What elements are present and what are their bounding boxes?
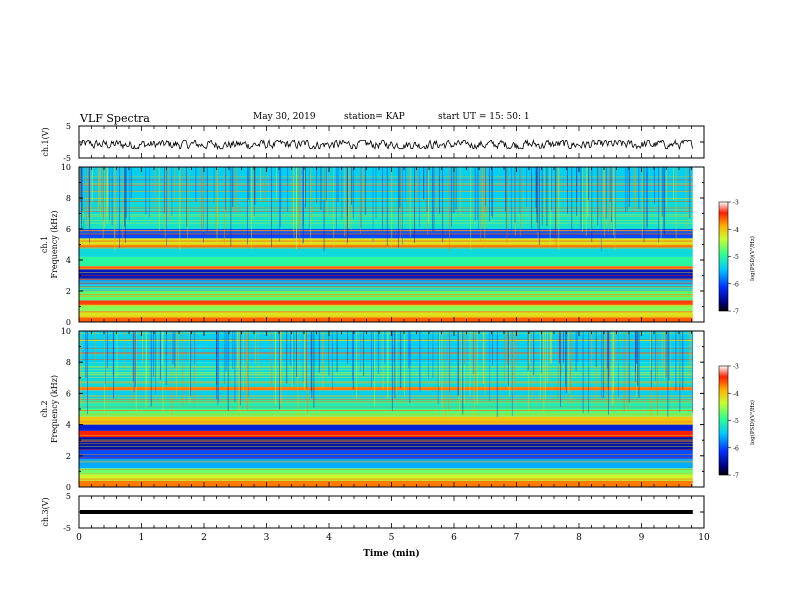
y-tick-label: 4 (66, 421, 71, 430)
x-tick-label: 1 (139, 533, 145, 543)
spectral-band (79, 229, 693, 239)
colorbar-scale (718, 365, 729, 476)
spectral-band (79, 198, 693, 214)
spectral-band (79, 304, 693, 312)
colorbar-tick-label: -3 (733, 364, 739, 371)
spectral-band (79, 278, 693, 285)
spectral-band (79, 430, 693, 438)
date-label: May 30, 2019 (253, 112, 316, 122)
station-label: station= KAP (344, 112, 405, 122)
spectral-band (79, 474, 693, 481)
spectral-band (79, 449, 693, 459)
colorbar-tick-label: -5 (733, 418, 739, 425)
channel-label: ch.1 (40, 236, 49, 253)
y-tick-label: 0 (66, 483, 71, 492)
spectral-band (79, 399, 693, 409)
ch2-spectrogram-panel: 0 2 4 6 8 10 ch.2 Frequency (kHz) (40, 327, 705, 492)
ch3-waveform-panel: 0 1 2 3 4 5 6 7 8 9 10 5 -5 ch.3(V) Time (min) (41, 492, 710, 559)
spectral-band (79, 458, 693, 469)
x-tick-label: 3 (264, 533, 270, 543)
colorbar-tick-label: -4 (733, 227, 739, 234)
y-tick-label: 8 (66, 358, 71, 367)
spectral-band (79, 300, 693, 305)
x-tick-label: 0 (76, 533, 82, 543)
spectral-band (79, 247, 693, 257)
colorbar-tick-label: -6 (733, 281, 739, 288)
ch1-trace (79, 138, 694, 151)
frequency-ylabel: Frequency (kHz) (50, 375, 59, 443)
y-tick-label: 5 (66, 122, 71, 131)
x-tick-label: 7 (514, 533, 520, 543)
y-tick-label: 10 (61, 163, 71, 172)
spectral-band (79, 266, 693, 270)
channel-label: ch.2 (40, 400, 49, 417)
spectral-band (79, 409, 693, 417)
y-tick-label: 2 (66, 287, 71, 296)
spectral-band (79, 256, 693, 267)
colorbar-tick-label: -6 (733, 445, 739, 452)
ch1-ylabel: ch.1(V) (41, 127, 50, 156)
spectral-band (79, 416, 693, 425)
spectral-band (79, 213, 693, 229)
figure-title: VLF Spectra (80, 112, 150, 125)
start-time-label: start UT = 15: 50: 1 (438, 112, 530, 122)
spectral-band (79, 437, 693, 450)
spectral-band (79, 468, 693, 475)
colorbar-tick-label: -4 (733, 391, 739, 398)
y-tick-label: 2 (66, 452, 71, 461)
colorbar-tick-label: -7 (733, 473, 739, 480)
ch1-colorbar: -3 -4 -5 -6 -7 log(PSD)(V²/Hz) (718, 200, 756, 316)
x-tick-label: 6 (451, 533, 457, 543)
x-axis-label: Time (min) (363, 548, 420, 559)
ch1-waveform-panel: 5 -5 ch.1(V) (41, 122, 705, 163)
ch2-colorbar: -3 -4 -5 -6 -7 log(PSD)(V²/Hz) (718, 364, 756, 480)
spectral-band (79, 346, 693, 363)
x-tick-label: 5 (389, 533, 395, 543)
ch3-ylabel: ch.3(V) (41, 497, 50, 526)
y-tick-label: 6 (66, 225, 71, 234)
x-tick-label: 2 (201, 533, 207, 543)
colorbar-tick-label: -5 (733, 254, 739, 261)
y-tick-label: 4 (66, 256, 71, 265)
ch1-spectrogram-panel: 0 2 4 6 8 10 ch.1 Frequency (kHz) (40, 163, 705, 327)
spectral-band (79, 387, 693, 391)
x-tick-label: 8 (576, 533, 582, 543)
colorbar-tick-label: -3 (733, 200, 739, 207)
x-tick-label: 4 (326, 533, 332, 543)
spectral-band (79, 269, 693, 279)
spectral-band (79, 424, 693, 431)
spectral-band (79, 480, 693, 487)
colorbar-tick-label: -7 (733, 309, 739, 316)
spectral-band (79, 390, 693, 400)
colorbar-label: log(PSD)(V²/Hz) (749, 400, 756, 445)
spectral-band (79, 244, 693, 248)
colorbar-scale (718, 201, 729, 312)
spectral-band (79, 311, 693, 318)
y-tick-label: -5 (63, 524, 71, 533)
x-tick-label: 10 (698, 533, 710, 543)
y-tick-label: 10 (61, 327, 71, 336)
spectral-band (79, 291, 693, 301)
frequency-ylabel: Frequency (kHz) (50, 210, 59, 278)
y-tick-label: 5 (66, 492, 71, 501)
spectral-band (79, 284, 693, 291)
y-tick-label: 0 (66, 318, 71, 327)
y-tick-label: 8 (66, 194, 71, 203)
y-tick-label: 6 (66, 389, 71, 398)
y-tick-label: -5 (63, 154, 71, 163)
x-tick-label: 9 (639, 533, 645, 543)
spectral-band (79, 317, 693, 322)
colorbar-label: log(PSD)(V²/Hz) (749, 236, 756, 281)
